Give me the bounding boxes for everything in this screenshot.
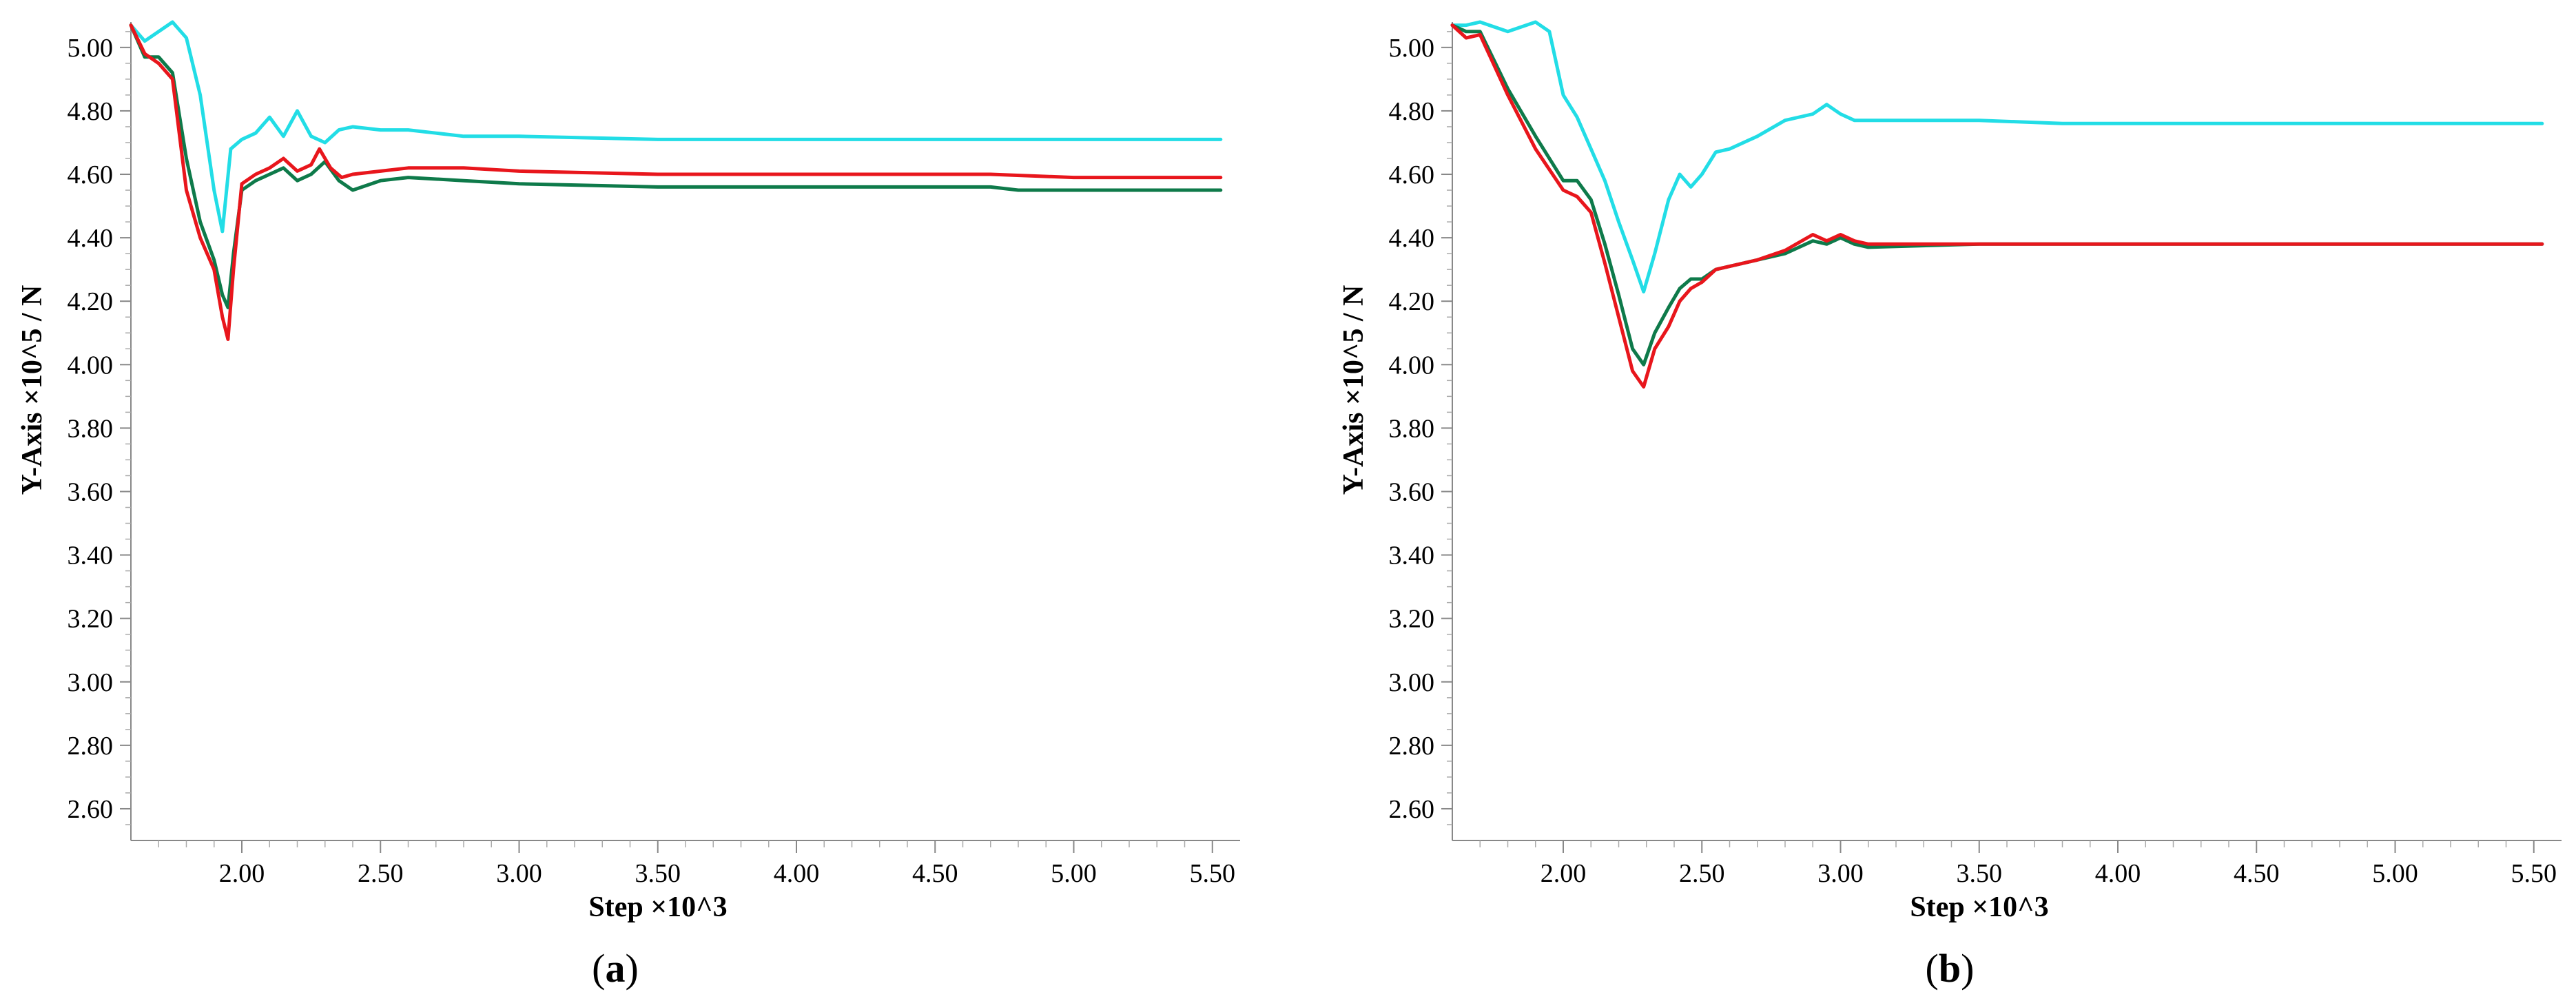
y-tick-label: 4.20	[68, 287, 114, 316]
y-tick-label: 3.60	[1389, 477, 1435, 506]
x-tick-label: 2.50	[358, 859, 404, 888]
y-tick-label: 4.00	[1389, 351, 1435, 380]
y-axis-title: Y-Axis ×10^5 / N	[17, 285, 48, 495]
y-tick-label: 4.40	[68, 224, 114, 253]
y-tick-label: 4.80	[1389, 97, 1435, 126]
series-line-3	[129, 23, 1223, 341]
y-tick-label: 5.00	[1389, 34, 1435, 63]
x-axis-title: Step ×10^3	[1910, 891, 2048, 923]
y-tick-label: 3.40	[1389, 541, 1435, 570]
y-tick-label: 3.00	[1389, 668, 1435, 697]
x-tick-label: 5.50	[1190, 859, 1236, 888]
x-tick-label: 3.00	[1817, 859, 1864, 888]
y-tick-label: 4.60	[1389, 161, 1435, 189]
x-axis-title: Step ×10^3	[588, 891, 727, 923]
x-tick-label: 4.00	[2095, 859, 2141, 888]
y-tick-label: 3.00	[68, 668, 114, 697]
x-tick-label: 3.50	[1957, 859, 2003, 888]
panel-label-a: (a)	[592, 946, 639, 991]
series-line-1	[129, 20, 1223, 234]
y-tick-label: 3.20	[1389, 605, 1435, 634]
panel-label-b: (b)	[1926, 946, 1975, 991]
series-line-3	[1450, 23, 2544, 389]
x-tick-label: 3.00	[496, 859, 542, 888]
x-tick-label: 4.00	[774, 859, 820, 888]
x-tick-label: 5.00	[2372, 859, 2418, 888]
y-tick-label: 2.60	[68, 795, 114, 824]
y-tick-label: 4.00	[68, 351, 114, 380]
y-tick-label: 3.80	[68, 414, 114, 443]
x-tick-label: 3.50	[635, 859, 681, 888]
y-tick-label: 2.60	[1389, 795, 1435, 824]
y-tick-label: 4.20	[1389, 287, 1435, 316]
series-line-1	[1450, 20, 2544, 293]
x-tick-label: 5.50	[2511, 859, 2557, 888]
x-tick-label: 4.50	[912, 859, 958, 888]
x-tick-label: 4.50	[2234, 859, 2280, 888]
y-tick-label: 4.60	[68, 161, 114, 189]
y-tick-label: 3.20	[68, 605, 114, 634]
y-tick-label: 4.40	[1389, 224, 1435, 253]
chart-panel-a: 2.60 2.80 3.00 3.20 3.40 3.60 3.80 4.00 4.20 4.40…	[17, 20, 1240, 991]
y-axis-title: Y-Axis ×10^5 / N	[1338, 285, 1370, 495]
x-tick-label: 5.00	[1051, 859, 1097, 888]
y-tick-label: 3.40	[68, 541, 114, 570]
y-tick-label: 2.80	[1389, 732, 1435, 761]
series-line-2	[1450, 23, 2544, 367]
series-line-2	[129, 23, 1223, 309]
y-tick-label: 5.00	[68, 34, 114, 63]
y-tick-label: 4.80	[68, 97, 114, 126]
y-tick-label: 3.80	[1389, 414, 1435, 443]
x-tick-label: 2.00	[219, 859, 265, 888]
x-tick-label: 2.00	[1541, 859, 1587, 888]
y-tick-label: 3.60	[68, 477, 114, 506]
y-tick-label: 2.80	[68, 732, 114, 761]
chart-panel-b: 2.60 2.80 3.00 3.20 3.40 3.60 3.80 4.00 4.20 4.40…	[1338, 20, 2562, 991]
x-tick-label: 2.50	[1679, 859, 1725, 888]
